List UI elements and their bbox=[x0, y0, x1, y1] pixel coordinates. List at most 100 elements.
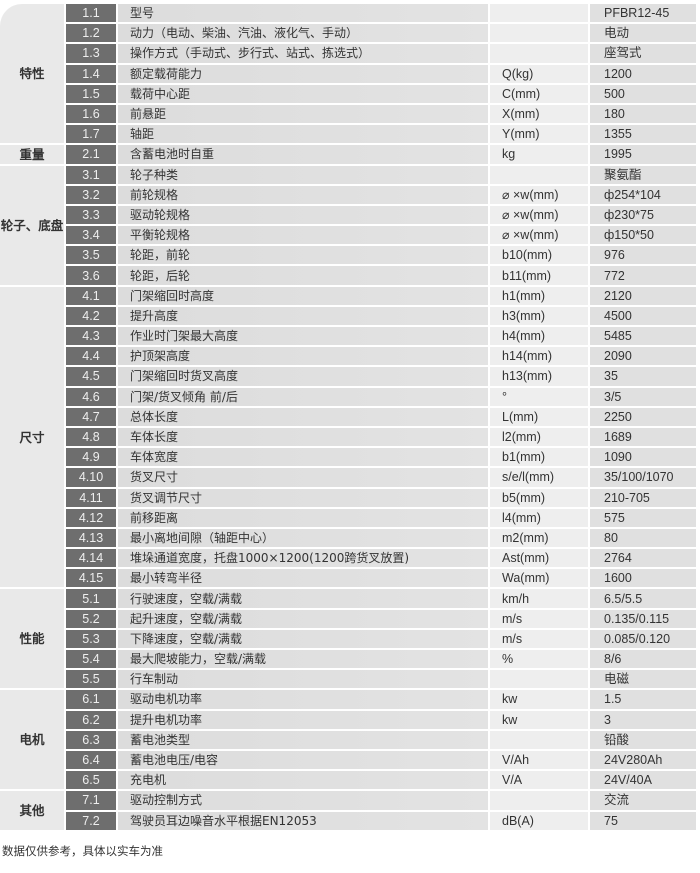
item-value: 1.5 bbox=[589, 689, 696, 711]
item-name: 最小转弯半径 bbox=[117, 568, 490, 590]
item-number: 3.6 bbox=[65, 265, 118, 287]
table-row: 4.11 货叉调节尺寸 b5(mm) 210-705 bbox=[0, 487, 696, 509]
item-name: 提升电机功率 bbox=[117, 709, 490, 731]
item-name: 平衡轮规格 bbox=[117, 225, 490, 247]
item-number: 6.4 bbox=[65, 749, 118, 772]
item-number: 3.2 bbox=[65, 184, 118, 206]
item-number: 5.2 bbox=[65, 608, 118, 630]
table-row: 7.2 驾驶员耳边噪音水平根据EN12053 dB(A) 75 bbox=[0, 810, 696, 832]
item-name: 蓄电池类型 bbox=[117, 729, 490, 751]
item-value: 1689 bbox=[589, 426, 696, 449]
category-label: 电机 bbox=[0, 689, 66, 792]
item-number: 4.13 bbox=[65, 527, 118, 550]
item-value: 2250 bbox=[589, 406, 696, 428]
item-name: 驱动控制方式 bbox=[117, 790, 490, 812]
item-value: 1355 bbox=[589, 124, 696, 146]
item-value: ф254*104 bbox=[589, 184, 696, 206]
item-name: 轮子种类 bbox=[117, 164, 490, 186]
table-row: 5.4 最大爬坡能力，空载/满载% 8/6 bbox=[0, 649, 696, 671]
item-unit: l4(mm) bbox=[489, 507, 590, 529]
item-name: 提升高度 bbox=[117, 305, 490, 328]
item-value: ф230*75 bbox=[589, 204, 696, 227]
item-number: 1.1 bbox=[65, 4, 118, 25]
table-row: 4.4 护顶架高度 h14(mm) 2090 bbox=[0, 346, 696, 368]
item-unit: l2(mm) bbox=[489, 426, 590, 449]
item-number: 4.7 bbox=[65, 406, 118, 428]
item-unit: Wa(mm) bbox=[489, 568, 590, 590]
table-row: 4.14 堆垛通道宽度，托盘1000×1200(1200跨货叉放置) Ast(mm)… bbox=[0, 548, 696, 570]
item-value: 2120 bbox=[589, 285, 696, 307]
item-number: 5.5 bbox=[65, 669, 118, 691]
table-row: 电机 6.1 驱动电机功率 kw 1.5 bbox=[0, 689, 696, 792]
item-value: 铅酸 bbox=[589, 729, 696, 751]
item-name: 起升速度，空载/满载 bbox=[117, 608, 490, 630]
item-value: PFBR12-45 bbox=[589, 4, 696, 25]
item-unit bbox=[489, 43, 590, 65]
item-unit: m/s bbox=[489, 608, 590, 630]
item-name: 驾驶员耳边噪音水平根据EN12053 bbox=[117, 810, 490, 832]
item-name: 充电机 bbox=[117, 770, 490, 792]
item-number: 4.10 bbox=[65, 467, 118, 489]
item-value: 500 bbox=[589, 83, 696, 105]
item-number: 4.14 bbox=[65, 548, 118, 570]
item-number: 1.5 bbox=[65, 83, 118, 105]
item-value: 座驾式 bbox=[589, 43, 696, 65]
item-unit: ⌀ ×w(mm) bbox=[489, 204, 590, 227]
item-name: 型号 bbox=[117, 4, 490, 25]
item-name: 门架缩回时货叉高度 bbox=[117, 366, 490, 388]
item-value: 24V/40A bbox=[589, 770, 696, 792]
item-name: 额定载荷能力 bbox=[117, 63, 490, 85]
item-name: 堆垛通道宽度，托盘1000×1200(1200跨货叉放置) bbox=[117, 548, 490, 570]
item-unit bbox=[489, 729, 590, 751]
item-name: 货叉调节尺寸 bbox=[117, 487, 490, 509]
category-label: 其他 bbox=[0, 790, 66, 832]
item-unit: m2(mm) bbox=[489, 527, 590, 550]
item-number: 4.8 bbox=[65, 426, 118, 449]
table-row: 4.10 货叉尺寸 s/e/l(mm) 35/100/1070 bbox=[0, 467, 696, 489]
item-number: 4.15 bbox=[65, 568, 118, 590]
table-row: 1.4 额定载荷能力 Q(kg) 1200 bbox=[0, 63, 696, 85]
item-value: 1090 bbox=[589, 447, 696, 469]
item-unit: b5(mm) bbox=[489, 487, 590, 509]
item-number: 5.3 bbox=[65, 628, 118, 651]
item-unit: km/h bbox=[489, 588, 590, 610]
category-label: 尺寸 bbox=[0, 285, 66, 590]
item-value: ф150*50 bbox=[589, 225, 696, 247]
table-row: 4.15 最小转弯半径 Wa(mm) 1600 bbox=[0, 568, 696, 590]
item-unit: ° bbox=[489, 386, 590, 408]
item-value: 75 bbox=[589, 810, 696, 832]
item-number: 1.6 bbox=[65, 103, 118, 126]
item-unit: % bbox=[489, 649, 590, 671]
table-row: 1.5 载荷中心距 C(mm) 500 bbox=[0, 83, 696, 105]
item-unit: h4(mm) bbox=[489, 326, 590, 348]
table-row: 4.7 总体长度 L(mm) 2250 bbox=[0, 406, 696, 428]
item-unit: X(mm) bbox=[489, 103, 590, 126]
table-row: 3.3 驱动轮规格 ⌀ ×w(mm) ф230*75 bbox=[0, 204, 696, 227]
table-row: 5.5 行车制动 电磁 bbox=[0, 669, 696, 691]
item-number: 2.1 bbox=[65, 144, 118, 166]
item-number: 6.2 bbox=[65, 709, 118, 731]
item-number: 5.4 bbox=[65, 649, 118, 671]
item-unit: b1(mm) bbox=[489, 447, 590, 469]
item-number: 6.5 bbox=[65, 770, 118, 792]
item-name: 货叉尺寸 bbox=[117, 467, 490, 489]
item-value: 575 bbox=[589, 507, 696, 529]
item-number: 4.9 bbox=[65, 447, 118, 469]
item-value: 8/6 bbox=[589, 649, 696, 671]
table-row: 1.7 轴距 Y(mm) 1355 bbox=[0, 124, 696, 146]
item-value: 1995 bbox=[589, 144, 696, 166]
item-name: 载荷中心距 bbox=[117, 83, 490, 105]
spec-table: 特性 1.1 型号 PFBR12-45 1.2 动力（电动、柴油、汽油、液化气、手动） 电动… bbox=[0, 4, 696, 832]
table-row: 4.6 门架/货叉倾角 前/后 ° 3/5 bbox=[0, 386, 696, 408]
item-unit: s/e/l(mm) bbox=[489, 467, 590, 489]
table-row: 4.3 作业时门架最大高度 h4(mm) 5485 bbox=[0, 326, 696, 348]
item-value: 24V280Ah bbox=[589, 749, 696, 772]
item-number: 3.5 bbox=[65, 245, 118, 267]
item-unit: b11(mm) bbox=[489, 265, 590, 287]
item-number: 1.2 bbox=[65, 23, 118, 45]
table-row: 其他 7.1 驱动控制方式 交流 bbox=[0, 790, 696, 832]
item-unit: kw bbox=[489, 709, 590, 731]
item-value: 180 bbox=[589, 103, 696, 126]
item-number: 3.3 bbox=[65, 204, 118, 227]
item-name: 驱动电机功率 bbox=[117, 689, 490, 711]
